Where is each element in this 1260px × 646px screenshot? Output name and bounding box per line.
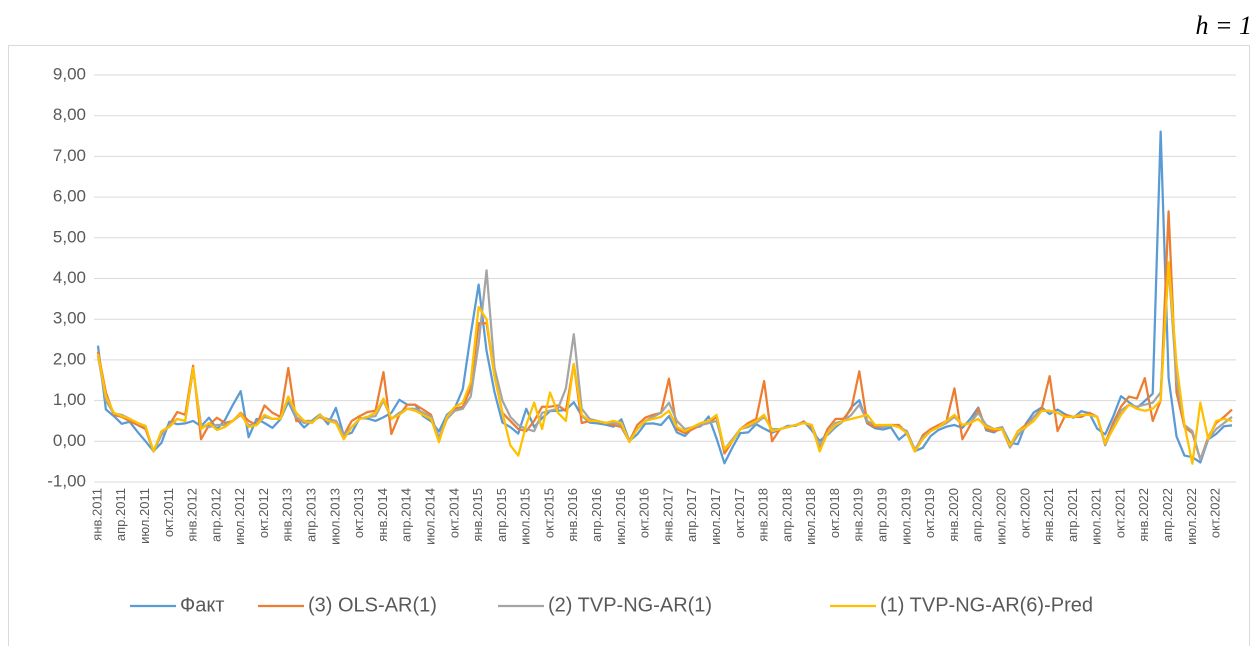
series-line [96, 210, 1233, 461]
x-tick-label: янв.2020 [946, 488, 961, 542]
x-tick-label: янв.2012 [185, 488, 200, 542]
series-line [96, 261, 1233, 465]
annotation: h = 1 [1195, 11, 1252, 40]
y-tick-label: 9,00 [53, 64, 86, 83]
x-tick-label: янв.2015 [470, 488, 485, 542]
y-tick-label: 2,00 [53, 349, 86, 368]
x-tick-label: окт.2017 [732, 488, 747, 538]
x-tick-label: июл.2021 [1089, 488, 1104, 545]
y-tick-label: 3,00 [53, 309, 86, 328]
legend-label: Факт [180, 594, 224, 616]
x-tick-label: апр.2015 [494, 488, 509, 542]
x-tick-label: окт.2019 [922, 488, 937, 538]
x-tick-label: окт.2013 [351, 488, 366, 538]
x-tick-label: апр.2018 [779, 488, 794, 542]
x-tick-label: апр.2020 [970, 488, 985, 542]
x-tick-label: июл.2015 [518, 488, 533, 545]
x-tick-label: янв.2011 [89, 488, 104, 541]
x-tick-label: янв.2021 [1041, 488, 1056, 542]
x-tick-label: июл.2013 [327, 488, 342, 545]
x-tick-label: янв.2018 [756, 488, 771, 542]
y-tick-label: 4,00 [53, 268, 86, 287]
x-tick-label: окт.2012 [256, 488, 271, 538]
x-tick-label: окт.2016 [637, 488, 652, 538]
x-tick-label: янв.2014 [375, 488, 390, 542]
x-tick-label: окт.2015 [541, 488, 556, 538]
chart-frame [8, 45, 1250, 646]
x-tick-label: июл.2017 [708, 488, 723, 545]
x-tick-label: июл.2011 [137, 488, 152, 544]
x-tick-label: апр.2019 [875, 488, 890, 542]
x-tick-label: апр.2022 [1160, 488, 1175, 542]
x-tick-label: июл.2022 [1184, 488, 1199, 545]
x-tick-label: янв.2013 [280, 488, 295, 542]
x-tick-label: июл.2014 [422, 488, 437, 545]
x-tick-label: апр.2021 [1065, 488, 1080, 542]
x-tick-label: окт.2014 [446, 488, 461, 538]
x-tick-label: окт.2022 [1208, 488, 1223, 538]
x-tick-label: янв.2016 [565, 488, 580, 542]
x-tick-label: апр.2017 [684, 488, 699, 542]
x-tick-label: июл.2019 [898, 488, 913, 545]
x-tick-label: апр.2014 [399, 488, 414, 542]
y-tick-label: 5,00 [53, 227, 86, 246]
y-tick-label: 7,00 [53, 146, 86, 165]
y-tick-label: 8,00 [53, 105, 86, 124]
y-tick-label: -1,00 [47, 471, 86, 490]
x-tick-label: июл.2018 [803, 488, 818, 545]
x-tick-label: апр.2016 [589, 488, 604, 542]
y-tick-label: 0,00 [53, 431, 86, 450]
x-tick-label: апр.2011 [113, 488, 128, 541]
x-tick-label: янв.2017 [660, 488, 675, 542]
x-tick-label: окт.2021 [1112, 488, 1127, 538]
x-tick-label: июл.2012 [232, 488, 247, 545]
x-tick-label: окт.2018 [827, 488, 842, 538]
x-tick-label: июл.2016 [613, 488, 628, 545]
y-tick-label: 1,00 [53, 390, 86, 409]
legend-label: (2) TVP-NG-AR(1) [548, 594, 712, 616]
x-tick-label: июл.2020 [993, 488, 1008, 545]
legend-label: (1) TVP-NG-AR(6)-Pred [880, 594, 1093, 616]
legend-label: (3) OLS-AR(1) [308, 594, 437, 616]
x-tick-label: окт.2020 [1017, 488, 1032, 538]
x-tick-label: янв.2019 [851, 488, 866, 542]
x-tick-label: окт.2011 [161, 488, 176, 537]
x-tick-label: апр.2013 [304, 488, 319, 542]
x-tick-label: апр.2012 [208, 488, 223, 542]
x-tick-label: янв.2022 [1136, 488, 1151, 542]
y-tick-label: 6,00 [53, 187, 86, 206]
